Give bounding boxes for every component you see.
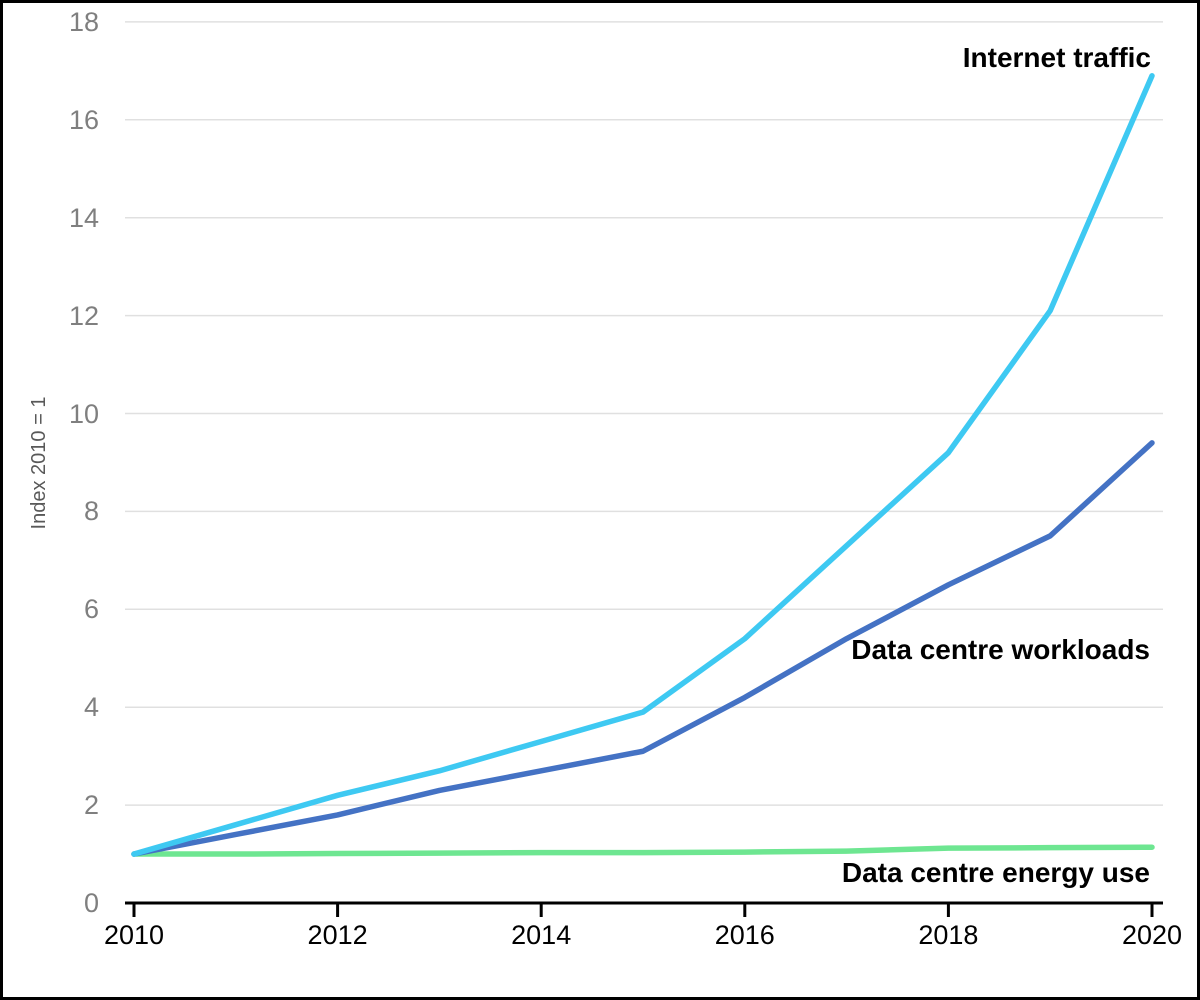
y-tick-label: 4 [83, 692, 99, 723]
x-tick-label: 2020 [1121, 920, 1183, 950]
chart-canvas [125, 21, 1163, 917]
y-tick-label: 16 [68, 104, 99, 135]
x-tick-label: 2014 [511, 920, 572, 950]
line-data-centre-workloads [131, 440, 1155, 857]
y-tick-label: 8 [83, 496, 99, 527]
y-tick-label: 18 [68, 6, 99, 37]
y-tick-label: 14 [68, 202, 99, 233]
y-tick-label: 10 [68, 398, 99, 429]
y-tick-label: 2 [83, 790, 99, 821]
line-data-centre-energy-use [131, 844, 1155, 857]
series-label-internet-traffic: Internet traffic [962, 42, 1151, 73]
x-tick-label: 2016 [714, 920, 775, 950]
series-label-data-centre-energy-use: Data centre energy use [841, 857, 1150, 888]
y-tick-label: 12 [68, 300, 99, 331]
line-internet-traffic [131, 72, 1155, 857]
x-tick-label: 2012 [307, 920, 368, 950]
x-tick-label: 2010 [103, 920, 165, 950]
y-axis-title: Index 2010 = 1 [28, 396, 50, 530]
y-tick-label: 6 [83, 594, 99, 625]
y-tick-label: 0 [83, 888, 99, 918]
series-label-data-centre-workloads: Data centre workloads [851, 634, 1150, 665]
x-tick-label: 2018 [918, 920, 979, 950]
